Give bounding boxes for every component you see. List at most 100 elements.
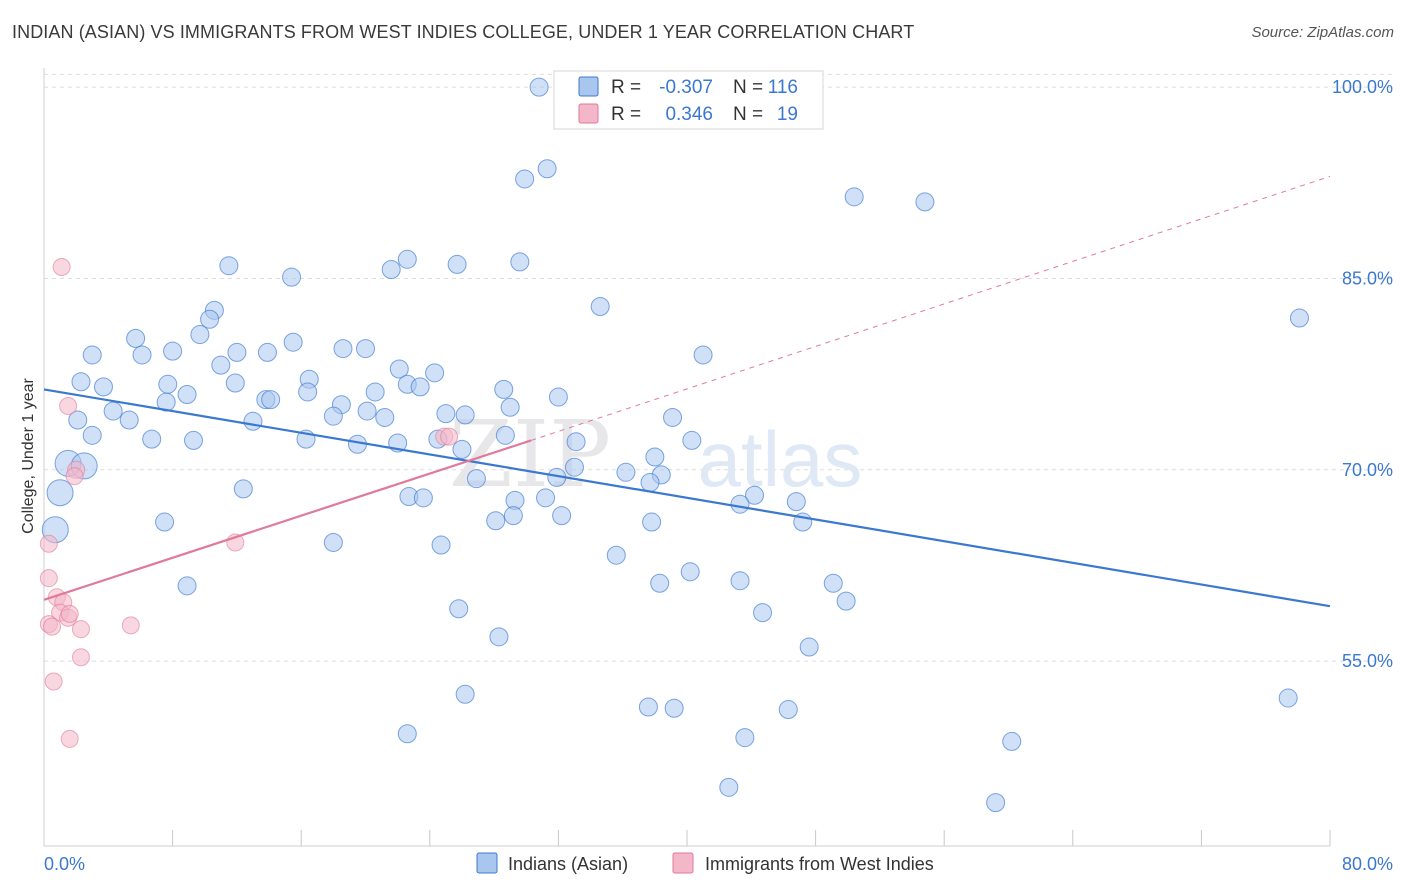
point-indians — [693, 345, 713, 365]
point-indians — [365, 382, 385, 402]
point-indians — [552, 506, 572, 526]
point-indians — [730, 494, 750, 514]
point-indians — [257, 342, 277, 362]
point-indians — [778, 700, 798, 720]
point-indians — [219, 256, 239, 276]
point-indians — [745, 485, 765, 505]
point-west-indies — [43, 617, 62, 636]
point-indians — [298, 382, 318, 402]
point-indians — [650, 573, 670, 593]
point-indians — [225, 373, 245, 393]
point-west-indies — [39, 569, 58, 588]
trend-line-indians — [43, 388, 1331, 608]
source-label[interactable]: Source: ZipAtlas.com — [1251, 24, 1394, 41]
point-west-indies — [60, 729, 79, 748]
point-indians — [82, 425, 102, 445]
point-indians — [389, 359, 409, 379]
point-indians — [645, 447, 665, 467]
stats-r-value-blue: -0.307 — [659, 77, 713, 98]
point-indians — [93, 377, 113, 397]
y-tick-label: 70.0% — [1342, 460, 1393, 480]
point-indians — [495, 425, 515, 445]
point-indians — [753, 603, 773, 623]
point-indians — [243, 411, 263, 431]
point-indians — [126, 328, 146, 348]
point-indians — [200, 309, 220, 329]
point-indians — [642, 512, 662, 532]
stats-r-label-pink: R = — [611, 104, 641, 125]
point-indians — [494, 379, 514, 399]
point-indians — [663, 407, 683, 427]
point-indians — [397, 724, 417, 744]
point-indians — [566, 432, 586, 452]
point-indians — [455, 684, 475, 704]
point-indians — [46, 479, 74, 507]
y-tick-labels: 55.0% 70.0% 85.0% 100.0% — [1332, 77, 1393, 671]
point-indians — [719, 777, 739, 797]
point-indians — [986, 793, 1006, 813]
point-indians — [548, 387, 568, 407]
legend-label-indians[interactable]: Indians (Asian) — [508, 854, 628, 874]
point-indians — [177, 576, 197, 596]
point-west-indies — [59, 396, 78, 415]
point-indians — [82, 345, 102, 365]
y-tick-label: 85.0% — [1342, 268, 1393, 288]
point-indians — [640, 473, 660, 493]
y-axis-label: College, Under 1 year — [20, 378, 37, 534]
point-indians — [799, 637, 819, 657]
legend-swatch-west-indies — [672, 852, 694, 874]
x-tick-label-min: 0.0% — [44, 854, 85, 874]
point-indians — [158, 374, 178, 394]
point-west-indies — [121, 616, 140, 635]
point-indians — [282, 267, 302, 287]
point-west-indies — [71, 620, 90, 639]
series-indians-asian — [41, 77, 1309, 813]
point-indians — [529, 77, 549, 97]
point-indians — [132, 345, 152, 365]
stats-swatch-pink — [578, 103, 599, 124]
trend-line-west-indies-extrapolated — [530, 175, 1331, 441]
point-west-indies — [71, 648, 90, 667]
point-indians — [381, 260, 401, 280]
trend-lines — [43, 175, 1331, 608]
point-indians — [786, 492, 806, 512]
stats-n-value-pink: 19 — [777, 104, 798, 125]
point-indians — [466, 469, 486, 489]
point-indians — [449, 599, 469, 619]
point-indians — [500, 397, 520, 417]
x-tick-label-max: 80.0% — [1342, 854, 1393, 874]
chart-title: INDIAN (ASIAN) VS IMMIGRANTS FROM WEST I… — [12, 22, 915, 42]
point-indians — [1289, 308, 1309, 328]
point-indians — [452, 439, 472, 459]
point-indians — [436, 404, 456, 424]
watermark-atlas: atlas — [698, 415, 863, 503]
point-west-indies — [52, 257, 71, 276]
point-indians — [515, 169, 535, 189]
point-indians — [606, 545, 626, 565]
point-indians — [564, 457, 584, 477]
point-indians — [455, 405, 475, 425]
point-indians — [735, 728, 755, 748]
point-indians — [103, 401, 123, 421]
point-indians — [183, 430, 203, 450]
legend-label-west-indies[interactable]: Immigrants from West Indies — [705, 854, 934, 874]
point-indians — [682, 430, 702, 450]
stats-box-frame — [553, 70, 824, 130]
point-indians — [537, 159, 557, 179]
watermark-zip: ZIP — [449, 401, 611, 508]
point-indians — [616, 462, 636, 482]
point-indians — [156, 392, 176, 412]
point-indians — [190, 325, 210, 345]
point-indians — [915, 192, 935, 212]
gridlines — [44, 73, 1392, 662]
axes — [43, 68, 1330, 847]
point-indians — [227, 342, 247, 362]
stats-swatch-blue — [578, 76, 599, 97]
point-indians — [155, 512, 175, 532]
point-indians — [664, 698, 684, 718]
bottom-legend: Indians (Asian) Immigrants from West Ind… — [476, 852, 934, 874]
point-indians — [836, 591, 856, 611]
point-indians — [233, 479, 253, 499]
point-west-indies — [44, 672, 63, 691]
